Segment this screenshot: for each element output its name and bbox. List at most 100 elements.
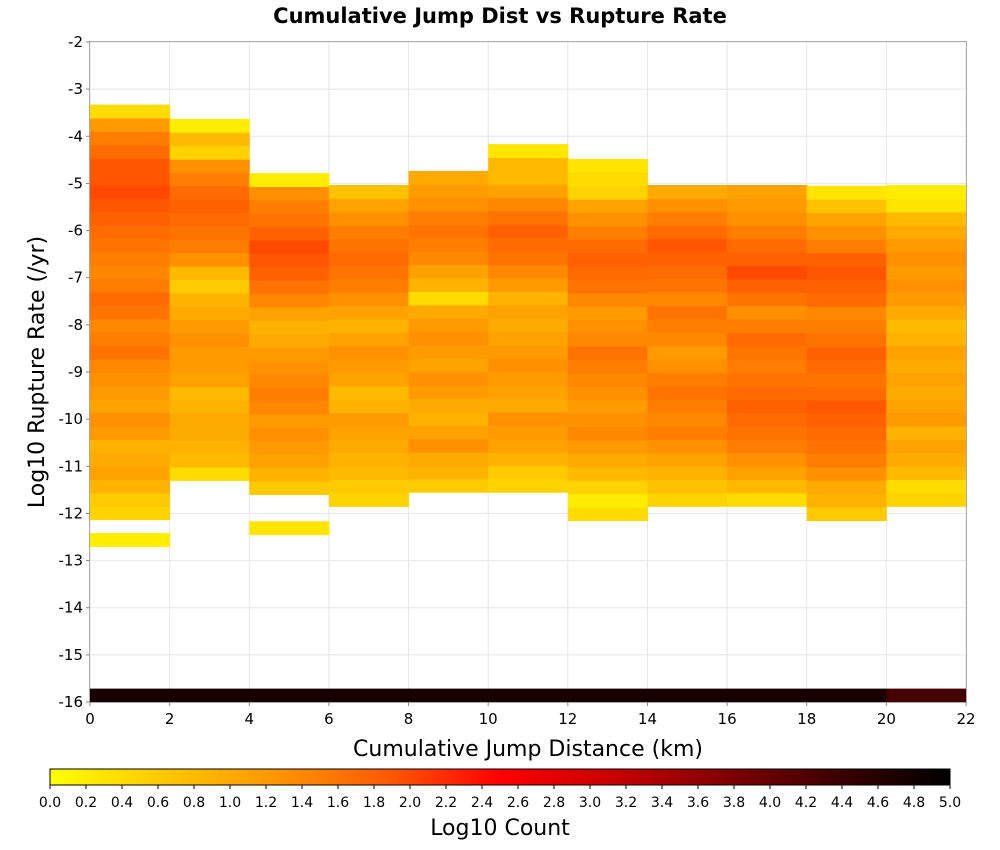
heatmap-cell [488, 358, 569, 373]
heatmap-cell [328, 688, 410, 702]
heatmap-cell [647, 292, 728, 307]
heatmap-cell [647, 452, 728, 467]
heatmap-cell [90, 452, 171, 467]
heatmap-cell [806, 239, 887, 254]
heatmap-cell [249, 226, 330, 241]
colorbar-tick-label: 1.0 [219, 795, 241, 811]
heatmap-cell [249, 307, 330, 321]
colorbar-tick-label: 0.4 [111, 795, 133, 811]
heatmap-cell [806, 185, 887, 200]
heatmap-cell [806, 453, 887, 468]
heatmap-cell [886, 385, 967, 400]
heatmap-cell [169, 413, 250, 428]
heatmap-cell [647, 198, 728, 213]
heatmap-cell [408, 184, 489, 199]
y-tick-label: -3 [68, 80, 83, 98]
heatmap-cell [727, 492, 808, 507]
colorbar-tick-label: 5.0 [939, 795, 961, 811]
heatmap-cell [806, 266, 887, 281]
heatmap-cell [727, 412, 808, 427]
heatmap-cell [408, 344, 489, 359]
heatmap-cell [488, 331, 569, 346]
heatmap-cell [408, 264, 489, 279]
heatmap-cell [806, 333, 887, 347]
heatmap-cell [806, 413, 887, 428]
heatmap-cell [727, 265, 808, 280]
heatmap-cell [806, 400, 887, 414]
heatmap-cell [169, 440, 250, 455]
heatmap-cell [886, 251, 967, 266]
colorbar-tick-label: 3.8 [723, 795, 745, 811]
heatmap-cell [169, 373, 250, 388]
heatmap-cell [886, 426, 967, 440]
heatmap-cells [90, 104, 967, 702]
heatmap-cell [169, 453, 250, 468]
heatmap-cell [488, 277, 569, 292]
heatmap-cell [567, 185, 648, 200]
y-tick-label: -16 [59, 693, 84, 711]
heatmap-cell [408, 331, 489, 346]
heatmap-cell [647, 211, 728, 226]
heatmap-cell [169, 346, 250, 361]
heatmap-cell [647, 238, 728, 253]
heatmap-cell [488, 251, 569, 266]
heatmap-cell [169, 212, 250, 227]
heatmap-cell [806, 493, 887, 508]
heatmap-cell [488, 291, 569, 306]
x-tick-label: 10 [479, 710, 498, 728]
heatmap-cell [886, 359, 967, 373]
heatmap-cell [90, 104, 171, 119]
heatmap-cell [328, 412, 410, 427]
heatmap-cell [886, 439, 967, 454]
x-axis-label: Cumulative Jump Distance (km) [353, 737, 703, 762]
heatmap-cell [886, 452, 967, 467]
heatmap-cell [567, 359, 648, 374]
heatmap-cell [90, 372, 171, 387]
heatmap-cell [886, 238, 967, 253]
heatmap-cell [567, 373, 648, 388]
heatmap-cell [488, 478, 569, 493]
heatmap-cell [488, 144, 569, 158]
heatmap-cell [647, 492, 728, 507]
heatmap-cell [488, 157, 569, 172]
heatmap-cell [169, 252, 250, 267]
heatmap-cell [408, 318, 489, 333]
heatmap-cell [90, 211, 171, 226]
heatmap-cell [408, 224, 489, 239]
heatmap-cell [886, 211, 967, 226]
y-tick-label: -4 [68, 127, 83, 145]
x-tick-label: 2 [165, 710, 175, 728]
heatmap-cell [328, 439, 410, 454]
heatmap-cell [647, 439, 728, 454]
heatmap-cell [567, 400, 648, 414]
heatmap-cell [727, 251, 808, 266]
heatmap-cell [647, 318, 728, 333]
heatmap-cell [488, 398, 569, 413]
colorbar-tick-label: 0.0 [39, 795, 61, 811]
heatmap-cell [328, 399, 410, 414]
heatmap-cell [567, 319, 648, 334]
y-tick-label: -13 [59, 552, 84, 570]
heatmap-cell [408, 304, 489, 319]
heatmap-cell [328, 211, 410, 226]
heatmap-cell [90, 345, 171, 360]
heatmap-cell [90, 158, 171, 173]
heatmap-cell [169, 172, 250, 187]
chart-title: Cumulative Jump Dist vs Rupture Rate [273, 4, 727, 28]
heatmap-cell [408, 688, 489, 702]
heatmap-cell [90, 117, 171, 132]
heatmap-cell [488, 197, 569, 212]
heatmap-cell [647, 479, 728, 494]
heatmap-cell [567, 440, 648, 455]
heatmap-cell [408, 411, 489, 426]
heatmap-cell [169, 199, 250, 214]
y-tick-label: -7 [68, 269, 83, 287]
heatmap-cell [806, 346, 887, 361]
heatmap-cell [408, 371, 489, 386]
heatmap-cell [408, 251, 489, 266]
heatmap-cell [806, 212, 887, 227]
colorbar-tick-label: 4.2 [795, 795, 817, 811]
x-tick-label: 16 [718, 710, 737, 728]
heatmap-cell [328, 492, 410, 507]
heatmap-cell [567, 480, 648, 495]
